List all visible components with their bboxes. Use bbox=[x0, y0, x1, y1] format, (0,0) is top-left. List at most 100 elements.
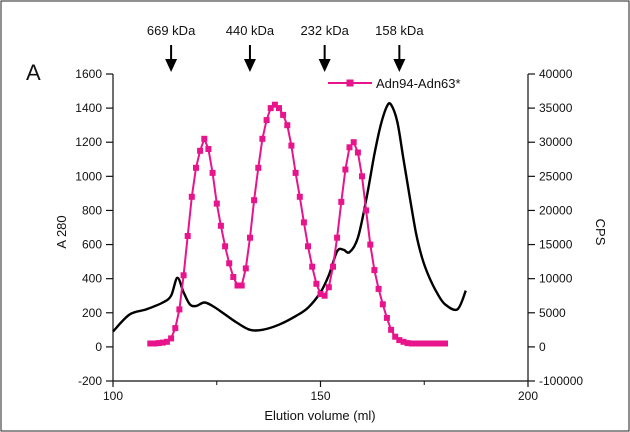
y-right-tick-label: 30000 bbox=[539, 135, 573, 149]
series-point bbox=[375, 285, 382, 292]
series-point bbox=[325, 284, 332, 291]
series-point bbox=[234, 282, 241, 289]
size-marker-label: 158 kDa bbox=[375, 23, 424, 38]
series-point bbox=[188, 193, 195, 200]
series-point bbox=[155, 340, 162, 347]
series-point bbox=[330, 263, 336, 270]
panel-label: A bbox=[26, 60, 41, 85]
y-right-tick-label: -100000 bbox=[539, 374, 583, 388]
series-point bbox=[383, 314, 390, 321]
y-left-tick-label: 1200 bbox=[75, 135, 102, 149]
series-point bbox=[209, 169, 216, 176]
size-marker-arrow-head bbox=[318, 59, 331, 72]
series-point bbox=[363, 207, 370, 214]
series-point bbox=[388, 326, 395, 333]
series-point bbox=[151, 340, 158, 347]
series-point bbox=[226, 260, 233, 267]
y-left-tick-label: 600 bbox=[82, 238, 102, 252]
series-point bbox=[317, 291, 324, 297]
series-point bbox=[300, 219, 307, 226]
series-point bbox=[184, 233, 191, 239]
series-point bbox=[404, 340, 411, 347]
series-point bbox=[338, 198, 345, 205]
y-right-tick-label: 20000 bbox=[539, 203, 573, 217]
series-point bbox=[437, 340, 444, 347]
series-point bbox=[201, 135, 208, 142]
series-point bbox=[359, 173, 365, 180]
x-ticks: 100 150 200 bbox=[103, 381, 538, 403]
series-point bbox=[350, 139, 357, 146]
series-point bbox=[400, 338, 407, 345]
y-left-tick-label: 200 bbox=[82, 306, 102, 320]
size-marker-label: 669 kDa bbox=[147, 23, 196, 38]
plot-area: 100 150 200 -200 0 200 400 600 800 1000 1200 1400 1… bbox=[75, 67, 583, 403]
size-marker-arrow-head bbox=[243, 59, 256, 72]
series-point bbox=[408, 340, 415, 347]
series-point bbox=[321, 292, 328, 299]
legend-label: Adn94-Adn63* bbox=[376, 76, 461, 91]
y-left-tick-label: 1000 bbox=[75, 169, 102, 183]
series-point bbox=[392, 333, 399, 340]
series-point bbox=[205, 146, 212, 152]
series-point bbox=[238, 282, 245, 289]
series-point bbox=[421, 340, 428, 347]
series-layer bbox=[112, 101, 467, 347]
series-point bbox=[334, 234, 341, 241]
series-point bbox=[197, 147, 204, 154]
series-point bbox=[251, 197, 258, 204]
series-point bbox=[193, 164, 199, 171]
series-point bbox=[242, 265, 249, 272]
size-marker-arrow-head bbox=[165, 59, 178, 72]
series-point bbox=[367, 241, 374, 248]
x-tick-label: 100 bbox=[103, 389, 123, 403]
series-point bbox=[429, 340, 436, 347]
series-point bbox=[284, 122, 291, 129]
series-point bbox=[412, 340, 419, 347]
series-point bbox=[296, 193, 303, 200]
series-point bbox=[163, 338, 170, 345]
series-point bbox=[159, 339, 166, 346]
legend-marker bbox=[346, 79, 354, 87]
y-left-ticks: -200 0 200 400 600 800 1000 1200 1400 1600 bbox=[75, 67, 113, 388]
y-right-tick-label: 25000 bbox=[539, 169, 573, 183]
series-point bbox=[396, 337, 403, 344]
y-left-axis-title: A 280 bbox=[54, 215, 69, 248]
y-right-axis-title: CPS bbox=[593, 219, 608, 246]
legend: Adn94-Adn63* bbox=[328, 76, 461, 91]
series-point bbox=[354, 149, 361, 156]
y-right-tick-label: 15000 bbox=[539, 238, 573, 252]
y-left-tick-label: 0 bbox=[95, 340, 102, 354]
series-point bbox=[313, 280, 320, 287]
series-point bbox=[433, 340, 440, 347]
series-point bbox=[271, 101, 278, 108]
series-point bbox=[230, 274, 237, 280]
series-point bbox=[180, 272, 187, 279]
series-point bbox=[280, 111, 287, 118]
series-point bbox=[255, 164, 262, 171]
y-left-tick-label: 800 bbox=[82, 203, 102, 217]
series-point bbox=[213, 200, 220, 207]
series-point bbox=[305, 243, 311, 250]
y-right-tick-label: 10000 bbox=[539, 272, 573, 286]
series-point bbox=[276, 105, 282, 112]
series-point bbox=[288, 142, 295, 149]
series-point bbox=[217, 222, 224, 229]
y-right-tick-label: 5000 bbox=[539, 306, 566, 320]
series-point bbox=[342, 166, 349, 173]
series-point bbox=[263, 117, 270, 124]
series-point bbox=[346, 144, 353, 151]
series-point bbox=[379, 301, 386, 308]
x-tick-label: 200 bbox=[518, 389, 538, 403]
size-marker-arrow-head bbox=[393, 59, 406, 72]
series-line-black bbox=[112, 102, 467, 333]
y-right-tick-label: 40000 bbox=[539, 67, 573, 81]
size-marker-label: 232 kDa bbox=[300, 23, 349, 38]
series-point bbox=[442, 340, 448, 347]
y-left-tick-label: 1400 bbox=[75, 101, 102, 115]
series-point bbox=[247, 234, 253, 241]
series-point bbox=[168, 335, 175, 342]
series-point bbox=[425, 340, 432, 347]
y-left-tick-label: 400 bbox=[82, 272, 102, 286]
